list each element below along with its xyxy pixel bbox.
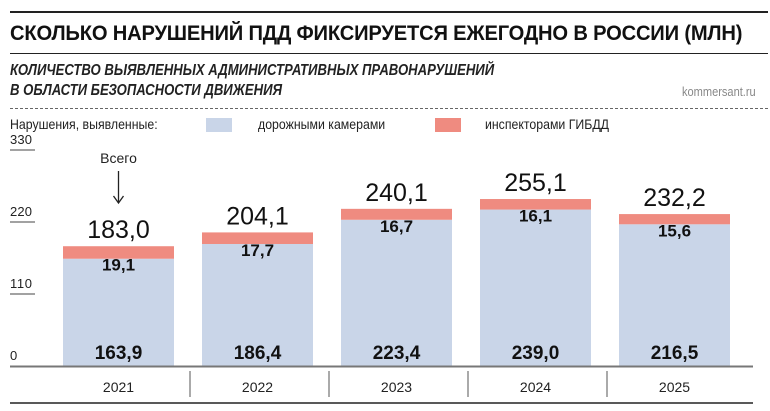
bar-cameras [63,258,174,366]
legend-swatch-inspectors [435,118,461,132]
total-label: 232,2 [643,184,706,212]
bar-cameras [619,224,730,366]
total-label: 240,1 [365,179,428,207]
title-rule [10,53,768,54]
bar-inspectors [63,246,174,259]
x-tick-label: 2022 [242,379,273,395]
value-label-inspectors: 15,6 [658,221,691,240]
bar-inspectors [341,208,452,220]
y-tick-label: 330 [10,132,32,147]
legend-label-cameras: дорожными камерами [258,116,386,132]
bar-cameras [480,209,591,366]
y-tick-label: 110 [10,276,32,291]
total-label: 255,1 [504,169,567,197]
value-label-inspectors: 19,1 [102,256,135,275]
source-label: kommersant.ru [682,84,756,99]
arrow-head-icon [112,195,125,205]
y-tick-label: 220 [10,204,32,219]
bar-cameras [341,219,452,366]
x-tick-label: 2025 [659,379,690,395]
total-label: 183,0 [87,216,150,244]
value-label-inspectors: 16,7 [380,217,413,236]
value-label-cameras: 216,5 [651,343,699,364]
total-label: 204,1 [226,202,289,230]
value-label-inspectors: 16,1 [519,207,552,226]
bar-inspectors [202,232,313,244]
x-tick-label: 2024 [520,379,551,395]
subtitle-line-2: В ОБЛАСТИ БЕЗОПАСНОСТИ ДВИЖЕНИЯ [10,82,283,99]
legend-prefix: Нарушения, выявленные: [10,116,158,132]
total-annotation: Всего [100,150,137,166]
legend-label-inspectors: инспекторами ГИБДД [485,116,610,132]
value-label-cameras: 186,4 [234,343,282,364]
x-tick-label: 2021 [103,379,134,395]
legend-swatch-cameras [206,118,232,132]
value-label-cameras: 239,0 [512,343,560,364]
bar-inspectors [480,199,591,210]
subtitle-line-1: КОЛИЧЕСТВО ВЫЯВЛЕННЫХ АДМИНИСТРАТИВНЫХ П… [10,62,495,79]
x-tick-label: 2023 [381,379,412,395]
bar-cameras [202,243,313,366]
top-rule [10,11,768,13]
value-label-inspectors: 17,7 [241,241,274,260]
value-label-cameras: 163,9 [95,343,143,364]
y-tick-label: 0 [10,348,17,363]
chart-title: СКОЛЬКО НАРУШЕНИЙ ПДД ФИКСИРУЕТСЯ ЕЖЕГОД… [10,22,743,45]
dotted-divider [10,108,768,109]
value-label-cameras: 223,4 [373,343,421,364]
bar-inspectors [619,214,730,225]
